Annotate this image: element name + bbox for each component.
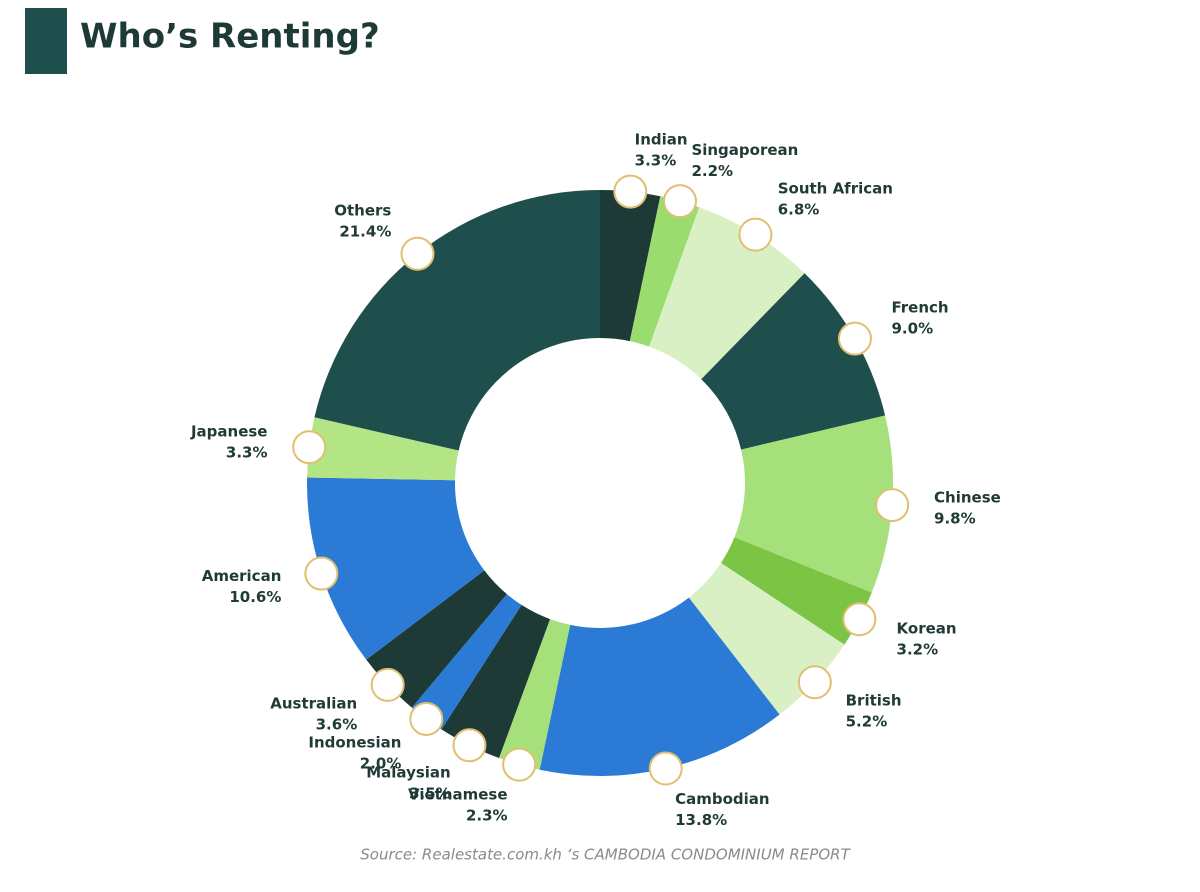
- donut-segment: [314, 190, 600, 451]
- title-block: [25, 8, 67, 74]
- segment-value: 3.3%: [635, 151, 677, 169]
- segment-value: 2.0%: [360, 754, 402, 772]
- donut-segment: [441, 604, 551, 759]
- segment-label: French: [892, 298, 949, 316]
- segment-value: 9.8%: [934, 510, 976, 528]
- segment-value: 6.8%: [778, 201, 820, 219]
- segment-label: Indonesian: [308, 733, 401, 751]
- segment-value: 9.0%: [892, 319, 934, 337]
- segment-label: Japanese: [190, 423, 268, 441]
- segment-label: Malaysian: [366, 763, 451, 781]
- segment-value: 21.4%: [339, 222, 391, 240]
- segment-value: 13.8%: [675, 811, 727, 829]
- flag-icon: [370, 667, 405, 702]
- donut-segment: [734, 415, 893, 593]
- donut-segment: [600, 190, 661, 342]
- donut-segment: [539, 597, 780, 776]
- segment-value: 3.6%: [316, 715, 358, 733]
- segment-label: Vietnamese: [408, 785, 508, 803]
- flag-icon: [842, 602, 877, 637]
- flag-icon: [837, 321, 872, 356]
- flag-icon: [662, 184, 697, 219]
- flag-icon: [502, 747, 537, 782]
- flag-icon: [738, 217, 773, 252]
- flag-icon: [613, 174, 648, 209]
- segment-value: 5.2%: [846, 712, 888, 730]
- flag-icon: [400, 236, 435, 271]
- segment-value: 3.2%: [897, 640, 939, 658]
- segment-label: American: [202, 567, 282, 585]
- flag-icon: [648, 751, 683, 786]
- segment-label: Singaporean: [691, 141, 798, 159]
- segment-label: Korean: [897, 619, 957, 637]
- donut-segment: [649, 207, 805, 380]
- segment-label: Indian: [635, 130, 688, 148]
- source: Source: Realestate.com.kh ‘s CAMBODIA CO…: [360, 846, 851, 864]
- segment-label: South African: [778, 180, 893, 198]
- flag-icon: [797, 665, 832, 700]
- chart-title: Who’s Renting?: [80, 17, 380, 57]
- segment-label: Australian: [270, 694, 357, 712]
- donut-segment: [307, 477, 485, 660]
- segment-value: 3.3%: [226, 444, 268, 462]
- flag-icon: [304, 556, 339, 591]
- flag-icon: [452, 728, 487, 763]
- donut-segment: [701, 273, 886, 450]
- segment-label: Chinese: [934, 489, 1001, 507]
- segment-value: 2.2%: [691, 162, 733, 180]
- donut-segment: [720, 537, 872, 645]
- flag-icon: [409, 701, 444, 736]
- segment-value: 3.5%: [409, 784, 451, 802]
- segment-value: 10.6%: [229, 588, 281, 606]
- donut-segment: [411, 594, 522, 730]
- segment-value: 2.3%: [466, 806, 508, 824]
- donut-segment: [307, 417, 459, 481]
- segment-label: Others: [334, 201, 391, 219]
- donut-segment: [366, 570, 507, 708]
- donut-segment: [499, 619, 571, 770]
- segment-label: Cambodian: [675, 790, 769, 808]
- flag-icon: [292, 430, 327, 465]
- donut-segment: [629, 196, 700, 347]
- flag-icon: [875, 488, 910, 523]
- segment-label: British: [846, 691, 902, 709]
